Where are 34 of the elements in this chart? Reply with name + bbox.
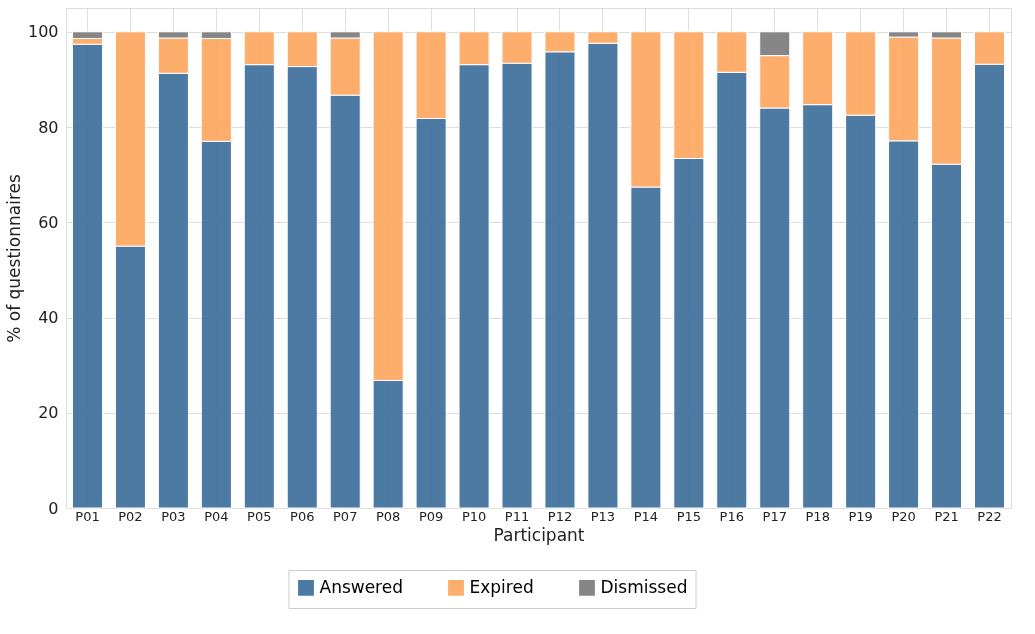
x-tick-label: P17 — [762, 508, 787, 524]
x-tick-label: P01 — [75, 508, 100, 524]
x-tick-label: P22 — [977, 508, 1002, 524]
x-tick-label: P09 — [418, 508, 444, 524]
x-tick-label: P18 — [805, 508, 830, 524]
legend-label: Expired — [469, 576, 534, 597]
y-tick-label: 0 — [48, 498, 59, 518]
x-tick-label: P19 — [848, 508, 873, 524]
x-tick-label: P20 — [891, 508, 916, 524]
y-tick-label: 80 — [38, 117, 59, 137]
y-axis-title: % of questionnaires — [3, 174, 24, 343]
y-tick-label: 60 — [38, 212, 59, 232]
x-tick-label: P10 — [461, 508, 487, 524]
y-tick-label: 20 — [38, 403, 59, 423]
x-tick-label: P13 — [590, 508, 616, 524]
x-tick-label: P05 — [247, 508, 272, 524]
x-tick-label: P11 — [504, 508, 530, 524]
x-tick-label: P12 — [547, 508, 573, 524]
legend-label: Dismissed — [600, 576, 688, 597]
x-tick-label: P15 — [676, 508, 702, 524]
bar — [71, 43, 104, 509]
y-tick-label: 100 — [27, 22, 59, 42]
x-tick-label: P06 — [290, 508, 315, 524]
x-tick-label: P03 — [161, 508, 186, 524]
x-tick-label: P02 — [118, 508, 143, 524]
x-tick-label: P16 — [719, 508, 744, 524]
x-tick-label: P21 — [934, 508, 959, 524]
x-tick-label: P07 — [333, 508, 358, 524]
legend-label: Answered — [319, 576, 403, 597]
x-tick-label: P14 — [633, 508, 659, 524]
x-tick-label: P04 — [204, 508, 229, 524]
x-axis-title: Participant — [493, 524, 585, 545]
y-tick-label: 40 — [38, 308, 59, 328]
x-tick-label: P08 — [375, 508, 401, 524]
